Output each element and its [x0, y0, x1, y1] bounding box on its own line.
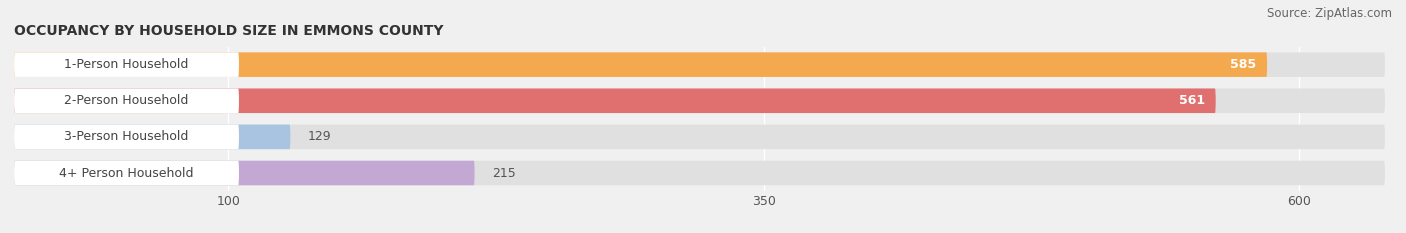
Text: 4+ Person Household: 4+ Person Household [59, 167, 194, 179]
FancyBboxPatch shape [14, 161, 475, 185]
FancyBboxPatch shape [14, 125, 1385, 149]
Text: 585: 585 [1230, 58, 1257, 71]
FancyBboxPatch shape [14, 52, 1267, 77]
FancyBboxPatch shape [14, 161, 1385, 185]
Text: 129: 129 [308, 130, 332, 143]
Text: 1-Person Household: 1-Person Household [65, 58, 188, 71]
FancyBboxPatch shape [14, 89, 239, 113]
FancyBboxPatch shape [14, 52, 239, 77]
Text: 3-Person Household: 3-Person Household [65, 130, 188, 143]
Text: 2-Person Household: 2-Person Household [65, 94, 188, 107]
FancyBboxPatch shape [14, 125, 291, 149]
Text: 561: 561 [1178, 94, 1205, 107]
FancyBboxPatch shape [14, 125, 239, 149]
Text: 215: 215 [492, 167, 516, 179]
Text: OCCUPANCY BY HOUSEHOLD SIZE IN EMMONS COUNTY: OCCUPANCY BY HOUSEHOLD SIZE IN EMMONS CO… [14, 24, 443, 38]
Text: Source: ZipAtlas.com: Source: ZipAtlas.com [1267, 7, 1392, 20]
FancyBboxPatch shape [14, 52, 1385, 77]
FancyBboxPatch shape [14, 89, 1216, 113]
FancyBboxPatch shape [14, 89, 1385, 113]
FancyBboxPatch shape [14, 161, 239, 185]
